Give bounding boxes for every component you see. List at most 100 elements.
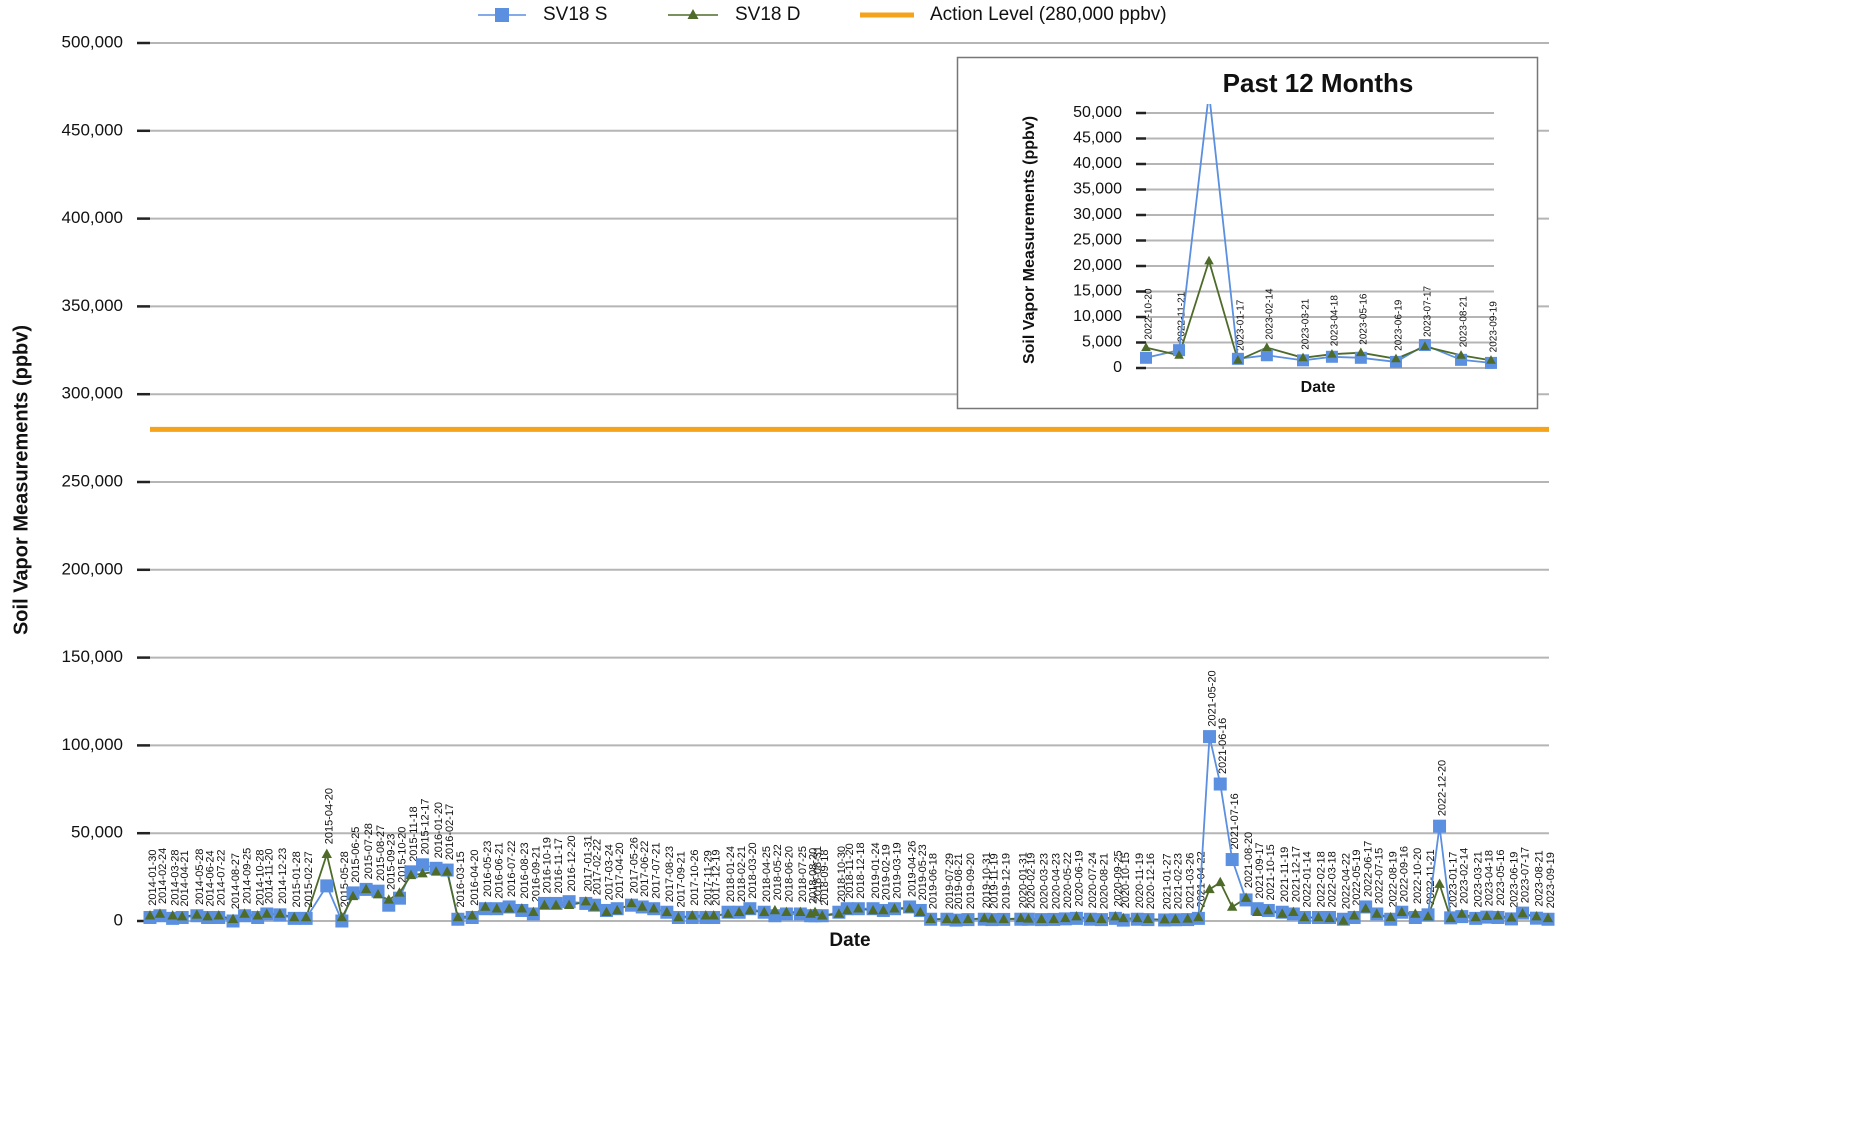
- date-label: 2023-08-21: [1459, 296, 1470, 348]
- marker: [769, 904, 781, 915]
- marker: [915, 906, 926, 916]
- date-label: 2020-08-21: [1098, 853, 1110, 909]
- date-label: 2016-08-23: [519, 842, 531, 898]
- marker: [1481, 910, 1493, 921]
- date-label: 2023-01-17: [1448, 852, 1460, 908]
- date-label: 2016-01-20: [433, 802, 445, 858]
- marker: [708, 910, 719, 920]
- date-label: 2018-08-31: [812, 846, 824, 902]
- marker: [300, 911, 312, 922]
- date-label: 2020-05-22: [1062, 852, 1074, 908]
- marker: [491, 903, 503, 913]
- y-axis-label: Soil Vapor Measurements (ppbv): [10, 325, 32, 635]
- marker: [1433, 819, 1447, 833]
- date-label: 2021-03-26: [1185, 853, 1197, 909]
- marker: [1170, 913, 1181, 923]
- plot-area: 2022-10-202022-11-212022-12-202023-01-17…: [1140, 104, 1500, 369]
- date-label: 2016-03-15: [455, 851, 467, 907]
- marker: [1422, 910, 1434, 921]
- date-label: 2021-10-15: [1265, 844, 1277, 900]
- marker: [1140, 351, 1152, 364]
- date-label: 2022-04-22: [1340, 853, 1352, 909]
- y-tick-label: 40,000: [1073, 155, 1122, 172]
- marker: [1048, 913, 1059, 923]
- marker: [1215, 876, 1226, 887]
- marker: [889, 903, 900, 913]
- marker: [1517, 908, 1528, 918]
- y-tick-label: 5,000: [1082, 334, 1122, 351]
- marker: [466, 910, 478, 920]
- marker: [867, 904, 879, 915]
- date-label: 2015-01-28: [291, 851, 303, 907]
- marker: [394, 887, 405, 897]
- marker: [1141, 342, 1151, 352]
- marker: [1193, 911, 1204, 922]
- marker: [648, 903, 659, 913]
- date-label: 2019-08-21: [953, 853, 965, 909]
- marker: [673, 911, 684, 922]
- marker: [1456, 908, 1467, 918]
- date-label: 2018-03-20: [747, 842, 759, 898]
- date-label: 2017-01-31: [583, 835, 595, 891]
- marker: [1213, 777, 1227, 791]
- date-label: 2021-09-17: [1254, 842, 1266, 898]
- series-line: [1145, 257, 1492, 362]
- marker: [417, 867, 428, 878]
- date-label: 2022-03-18: [1326, 851, 1338, 907]
- marker: [1506, 912, 1517, 922]
- marker: [452, 911, 464, 922]
- marker: [687, 9, 699, 19]
- x-axis-label: Date: [829, 930, 870, 951]
- marker: [833, 908, 845, 918]
- marker: [360, 883, 372, 894]
- date-label: 2017-09-21: [675, 851, 687, 907]
- marker: [1142, 913, 1154, 923]
- date-label: 2014-11-20: [264, 849, 276, 904]
- date-label: 2015-12-17: [419, 799, 431, 855]
- marker: [842, 904, 853, 915]
- y-tick-label: 50,000: [1073, 104, 1122, 121]
- marker: [1327, 349, 1337, 358]
- date-label: 2015-11-18: [408, 806, 420, 861]
- date-label: 2023-08-21: [1533, 850, 1545, 906]
- marker: [626, 897, 637, 908]
- marker: [979, 912, 990, 923]
- date-label: 2023-03-21: [1301, 298, 1312, 350]
- date-label: 2020-10-15: [1120, 852, 1132, 908]
- marker: [1470, 911, 1481, 922]
- date-label: 2019-02-19: [880, 844, 892, 900]
- marker: [516, 903, 528, 913]
- marker: [589, 901, 600, 911]
- date-label: 2022-07-15: [1374, 848, 1386, 904]
- date-label: 2021-01-27: [1162, 853, 1174, 909]
- y-tick-label: 0: [114, 910, 123, 929]
- date-label: 2016-10-19: [541, 837, 553, 893]
- marker: [1542, 912, 1554, 923]
- date-label: 2023-07-17: [1519, 847, 1531, 903]
- marker: [1096, 913, 1107, 923]
- date-label: 2023-07-17: [1423, 285, 1434, 337]
- date-label: 2019-11-19: [989, 853, 1001, 908]
- date-label: 2019-12-19: [1001, 853, 1013, 909]
- inset-title: Past 12 Months: [1223, 68, 1414, 98]
- date-label: 2023-02-14: [1264, 288, 1275, 340]
- marker: [563, 899, 575, 909]
- marker: [700, 910, 711, 920]
- y-tick-label: 400,000: [62, 208, 123, 227]
- y-tick-label: 500,000: [62, 32, 123, 51]
- date-label: 2019-04-26: [906, 841, 918, 897]
- legend: SV18 S SV18 D Action Level (280,000 ppbv…: [478, 4, 1167, 25]
- date-label: 2021-07-16: [1229, 793, 1241, 849]
- y-tick-label: 100,000: [62, 735, 123, 754]
- date-label: 2021-08-20: [1243, 832, 1255, 888]
- y-tick-label: 450,000: [62, 120, 123, 139]
- y-tick-label: 50,000: [71, 823, 123, 842]
- date-label: 2018-10-30: [836, 846, 848, 902]
- date-label: 2023-04-18: [1330, 295, 1341, 347]
- date-label: 2017-08-23: [664, 846, 676, 902]
- date-label: 2017-11-29: [703, 850, 715, 905]
- date-label: 2022-01-14: [1301, 851, 1313, 907]
- marker: [809, 906, 821, 916]
- date-label: 2018-11-20: [844, 843, 856, 898]
- marker: [336, 911, 348, 922]
